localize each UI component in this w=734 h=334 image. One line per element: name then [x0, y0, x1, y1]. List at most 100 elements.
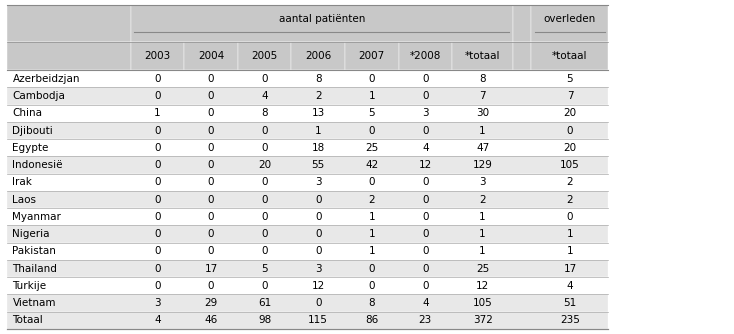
Bar — [399, 42, 452, 70]
Text: 0: 0 — [261, 229, 268, 239]
Text: Turkije: Turkije — [12, 281, 46, 291]
Bar — [131, 5, 513, 42]
Text: 0: 0 — [208, 126, 214, 136]
Text: 0: 0 — [315, 195, 321, 204]
Text: Pakistan: Pakistan — [12, 246, 57, 256]
Text: 98: 98 — [258, 315, 272, 325]
Text: 1: 1 — [567, 246, 573, 256]
Text: 0: 0 — [208, 212, 214, 222]
Text: Nigeria: Nigeria — [12, 229, 50, 239]
Text: 0: 0 — [261, 212, 268, 222]
Text: 86: 86 — [365, 315, 379, 325]
Text: 13: 13 — [311, 108, 325, 118]
Text: 0: 0 — [208, 160, 214, 170]
Text: Thailand: Thailand — [12, 264, 57, 274]
Text: Indonesië: Indonesië — [12, 160, 63, 170]
Bar — [7, 88, 608, 105]
Bar — [452, 42, 513, 70]
Bar — [184, 42, 238, 70]
Text: 0: 0 — [368, 126, 375, 136]
Text: 25: 25 — [365, 143, 379, 153]
Bar — [345, 42, 399, 70]
Text: 2005: 2005 — [252, 51, 277, 61]
Text: 20: 20 — [564, 108, 576, 118]
Text: 0: 0 — [208, 143, 214, 153]
Text: 1: 1 — [368, 229, 375, 239]
Text: *2008: *2008 — [410, 51, 441, 61]
Text: Djibouti: Djibouti — [12, 126, 54, 136]
Text: 30: 30 — [476, 108, 489, 118]
Text: 0: 0 — [208, 91, 214, 101]
Text: 0: 0 — [261, 281, 268, 291]
Text: 0: 0 — [368, 74, 375, 84]
Text: 0: 0 — [368, 177, 375, 187]
Bar — [7, 5, 131, 42]
Text: 2004: 2004 — [198, 51, 224, 61]
Text: 0: 0 — [208, 246, 214, 256]
Text: 0: 0 — [208, 229, 214, 239]
Text: 51: 51 — [563, 298, 577, 308]
Text: 0: 0 — [154, 281, 161, 291]
Text: 4: 4 — [422, 298, 429, 308]
Text: 47: 47 — [476, 143, 490, 153]
Text: 29: 29 — [204, 298, 218, 308]
Text: 20: 20 — [564, 143, 576, 153]
Text: 0: 0 — [422, 281, 429, 291]
Text: 115: 115 — [308, 315, 328, 325]
Bar — [7, 277, 608, 295]
Text: 0: 0 — [422, 246, 429, 256]
Text: 0: 0 — [154, 229, 161, 239]
Bar — [7, 42, 131, 70]
Text: 0: 0 — [261, 126, 268, 136]
Bar — [513, 42, 531, 70]
Text: 0: 0 — [154, 143, 161, 153]
Text: 3: 3 — [315, 264, 321, 274]
Text: 0: 0 — [422, 264, 429, 274]
Bar — [7, 295, 608, 312]
Text: 3: 3 — [154, 298, 161, 308]
Text: 18: 18 — [311, 143, 325, 153]
Text: 105: 105 — [560, 160, 580, 170]
Text: 0: 0 — [261, 195, 268, 204]
Bar — [531, 5, 608, 42]
Text: 129: 129 — [473, 160, 493, 170]
Text: 1: 1 — [479, 246, 486, 256]
Bar — [7, 70, 608, 88]
Bar — [7, 122, 608, 139]
Text: 0: 0 — [154, 160, 161, 170]
Bar — [7, 191, 608, 208]
Text: 0: 0 — [208, 108, 214, 118]
Bar — [7, 260, 608, 277]
Text: *totaal: *totaal — [465, 51, 501, 61]
Text: 1: 1 — [567, 229, 573, 239]
Text: 0: 0 — [422, 126, 429, 136]
Bar — [513, 5, 531, 42]
Text: 1: 1 — [479, 229, 486, 239]
Text: 105: 105 — [473, 298, 493, 308]
Text: Laos: Laos — [12, 195, 37, 204]
Text: 3: 3 — [315, 177, 321, 187]
Text: 0: 0 — [567, 126, 573, 136]
Text: 0: 0 — [154, 195, 161, 204]
Text: 0: 0 — [567, 212, 573, 222]
Text: 0: 0 — [261, 74, 268, 84]
Text: 7: 7 — [479, 91, 486, 101]
Bar — [7, 225, 608, 243]
Text: 0: 0 — [315, 212, 321, 222]
Text: 42: 42 — [365, 160, 379, 170]
Bar — [7, 174, 608, 191]
Text: 0: 0 — [154, 212, 161, 222]
Text: 8: 8 — [261, 108, 268, 118]
Text: 2: 2 — [368, 195, 375, 204]
Text: 1: 1 — [479, 212, 486, 222]
Bar — [7, 312, 608, 329]
Text: 4: 4 — [422, 143, 429, 153]
Text: *totaal: *totaal — [552, 51, 588, 61]
Text: 17: 17 — [563, 264, 577, 274]
Bar — [7, 156, 608, 174]
Text: 0: 0 — [154, 74, 161, 84]
Text: 0: 0 — [261, 177, 268, 187]
Bar — [7, 208, 608, 225]
Bar — [531, 42, 608, 70]
Text: Myanmar: Myanmar — [12, 212, 62, 222]
